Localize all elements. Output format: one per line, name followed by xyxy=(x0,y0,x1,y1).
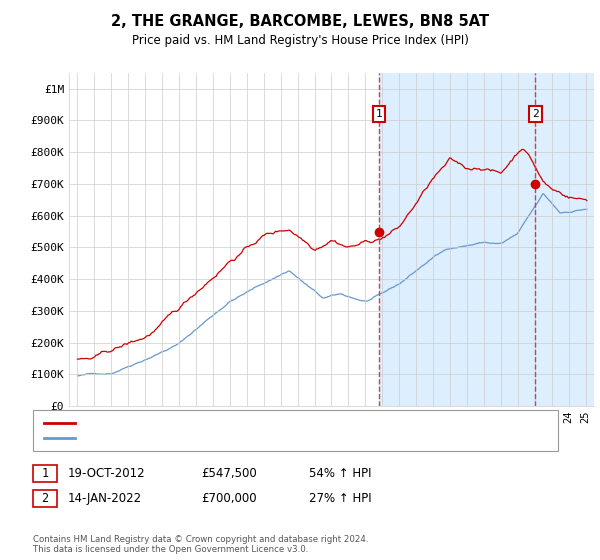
Text: Contains HM Land Registry data © Crown copyright and database right 2024.
This d: Contains HM Land Registry data © Crown c… xyxy=(33,535,368,554)
Text: 14-JAN-2022: 14-JAN-2022 xyxy=(68,492,142,505)
Text: 2: 2 xyxy=(41,492,49,505)
Text: £700,000: £700,000 xyxy=(201,492,257,505)
Bar xyxy=(379,73,600,406)
Text: HPI: Average price, detached house, Lewes: HPI: Average price, detached house, Lewe… xyxy=(80,433,316,444)
Text: 19-OCT-2012: 19-OCT-2012 xyxy=(68,466,145,480)
Text: Price paid vs. HM Land Registry's House Price Index (HPI): Price paid vs. HM Land Registry's House … xyxy=(131,34,469,46)
Text: 54% ↑ HPI: 54% ↑ HPI xyxy=(309,466,371,480)
Text: 2, THE GRANGE, BARCOMBE, LEWES, BN8 5AT: 2, THE GRANGE, BARCOMBE, LEWES, BN8 5AT xyxy=(111,14,489,29)
Text: £547,500: £547,500 xyxy=(201,466,257,480)
Text: 2, THE GRANGE, BARCOMBE, LEWES, BN8 5AT (detached house): 2, THE GRANGE, BARCOMBE, LEWES, BN8 5AT … xyxy=(80,418,432,428)
Text: 2: 2 xyxy=(532,109,539,119)
Text: 1: 1 xyxy=(41,466,49,480)
Text: 27% ↑ HPI: 27% ↑ HPI xyxy=(309,492,371,505)
Text: 1: 1 xyxy=(376,109,382,119)
